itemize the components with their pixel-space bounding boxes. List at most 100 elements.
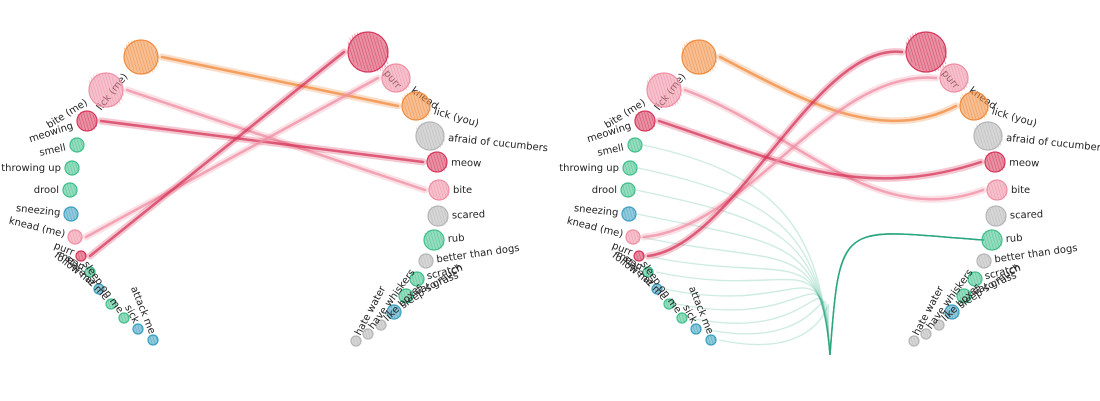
node-sleep-on-me[interactable]: sleep on me — [80, 259, 130, 324]
node-hatch — [432, 230, 440, 250]
node-drool[interactable]: drool — [34, 182, 78, 198]
node-meow-circle[interactable] — [426, 151, 448, 173]
node-hatch — [659, 72, 671, 108]
node-hatch — [997, 233, 1003, 247]
node-knead-me-label: knead (me) — [8, 216, 67, 241]
node-hatch — [990, 230, 998, 250]
node-bite-label: bite — [453, 185, 472, 196]
node-scratch-circle[interactable] — [967, 271, 983, 287]
node-hatch — [74, 230, 80, 244]
node-hatch — [352, 336, 356, 346]
node-better-than-dogs-circle[interactable] — [976, 253, 992, 269]
node-hatch — [428, 208, 434, 224]
node-hatch — [942, 45, 948, 59]
node-hatch — [997, 153, 1003, 171]
node-bite[interactable]: bite — [428, 179, 472, 201]
node-eat-grass-circle[interactable] — [398, 288, 414, 304]
node-hatch — [429, 256, 433, 266]
node-hatch — [402, 97, 408, 115]
node-scared[interactable]: scared — [427, 205, 485, 227]
node-knead-me-circle[interactable] — [625, 229, 641, 245]
node-smell-circle[interactable] — [627, 137, 643, 153]
node-sneezing[interactable]: sneezing — [15, 203, 79, 222]
node-hatch — [989, 180, 997, 200]
node-scared[interactable]: scared — [985, 205, 1043, 227]
node-meow[interactable]: meow — [984, 151, 1039, 173]
node-hatch — [940, 69, 946, 87]
node-hatch — [669, 76, 679, 104]
node-hatch — [409, 291, 413, 301]
teal-link-line — [718, 233, 985, 356]
node-hatch — [650, 114, 656, 128]
node-throwing-up[interactable]: throwing up — [1, 160, 80, 176]
node-drool[interactable]: drool — [592, 182, 636, 198]
node-meowing-circle[interactable] — [76, 110, 98, 132]
node-rub-circle[interactable] — [981, 229, 1003, 251]
node-lick-you[interactable]: lick (you) — [401, 91, 480, 130]
node-hatch — [629, 229, 635, 245]
node-hatch — [991, 205, 999, 227]
node-scratch-circle[interactable] — [409, 271, 425, 287]
node-rub[interactable]: rub — [981, 229, 1023, 251]
node-sneezing-label: sneezing — [15, 203, 60, 219]
node-hatch — [433, 123, 441, 149]
node-sleep-so-much-circle[interactable] — [944, 304, 960, 320]
node-better-than-dogs-label: better than dogs — [436, 243, 520, 266]
node-bite-circle[interactable] — [428, 179, 450, 201]
node-rub-circle[interactable] — [423, 229, 445, 251]
node-meow[interactable]: meow — [426, 151, 481, 173]
node-hatch — [987, 122, 997, 150]
node-hatch — [442, 155, 448, 169]
node-hatch — [647, 267, 651, 277]
node-smell-circle[interactable] — [69, 137, 85, 153]
node-hatch — [643, 111, 651, 131]
node-hatch — [369, 33, 381, 71]
node-afraid[interactable]: afraid of cucumbers — [973, 121, 1100, 154]
node-hatch — [146, 43, 156, 71]
node-hatch — [137, 324, 141, 334]
node-hatch — [351, 35, 363, 69]
node-hatch — [941, 321, 945, 329]
node-sneezing-circle[interactable] — [63, 206, 79, 222]
node-hatch — [683, 43, 693, 71]
node-bite-circle[interactable] — [986, 179, 1008, 201]
node-sneezing[interactable]: sneezing — [573, 203, 637, 222]
node-hatch — [666, 74, 676, 106]
node-drool-circle[interactable] — [62, 182, 78, 198]
node-eat-grass-circle[interactable] — [956, 288, 972, 304]
node-sleep-so-much-circle[interactable] — [386, 304, 402, 320]
node-hatch — [88, 80, 96, 100]
node-smell[interactable]: smell — [596, 137, 643, 159]
node-throwing-up-label: throwing up — [559, 163, 619, 174]
node-hatch — [101, 285, 105, 293]
node-hatch — [653, 284, 657, 294]
node-throwing-up[interactable]: throwing up — [559, 160, 638, 176]
node-afraid[interactable]: afraid of cucumbers — [415, 121, 548, 154]
node-knead-me-label: knead (me) — [566, 216, 625, 241]
node-meow-circle[interactable] — [984, 151, 1006, 173]
node-meowing-circle[interactable] — [634, 110, 656, 132]
node-smell[interactable]: smell — [38, 137, 85, 159]
teal-link-line — [637, 167, 985, 356]
node-hatch — [104, 73, 116, 107]
node-hatch — [386, 64, 396, 92]
node-hatch — [95, 284, 99, 294]
node-sneezing-circle[interactable] — [621, 206, 637, 222]
link-lick-me-to-lick-you — [160, 55, 400, 108]
node-scared-circle[interactable] — [985, 205, 1007, 227]
node-hatch — [984, 230, 992, 250]
node-drool-circle[interactable] — [620, 182, 636, 198]
node-rub[interactable]: rub — [423, 229, 465, 251]
node-bite[interactable]: bite — [986, 179, 1030, 201]
node-scared-circle[interactable] — [427, 205, 449, 227]
node-hatch — [139, 40, 151, 74]
node-knead-me-circle[interactable] — [67, 229, 83, 245]
node-hatch — [994, 126, 1002, 146]
node-lick-you[interactable]: lick (you) — [959, 91, 1038, 130]
node-hatch — [985, 154, 991, 170]
node-better-than-dogs-circle[interactable] — [418, 253, 434, 269]
node-hatch — [973, 92, 983, 120]
node-throwing-up-circle[interactable] — [64, 160, 80, 176]
node-hatch — [977, 255, 983, 267]
node-throwing-up-circle[interactable] — [622, 160, 638, 176]
